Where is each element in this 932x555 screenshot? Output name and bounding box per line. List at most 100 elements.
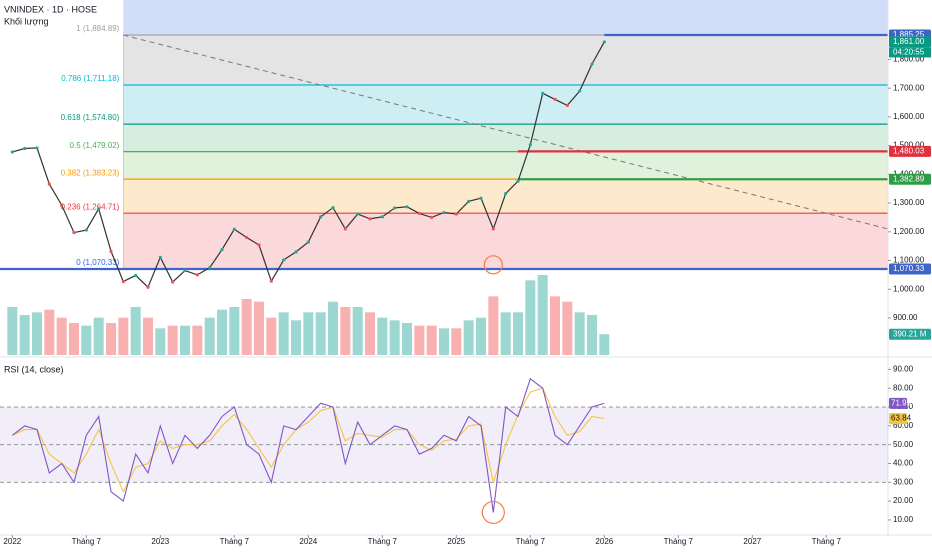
- volume-bar: [426, 325, 437, 355]
- volume-bar: [241, 299, 252, 355]
- volume-bar: [414, 325, 425, 355]
- volume-bar: [315, 312, 326, 355]
- price-point: [380, 215, 384, 219]
- rsi-y-tick-label: 60.00: [893, 421, 914, 430]
- price-point: [97, 207, 101, 211]
- volume-bar: [204, 317, 215, 355]
- countdown-bg: [889, 47, 931, 58]
- price-point: [23, 146, 27, 151]
- rsi-title: RSI (14, close): [4, 364, 64, 374]
- price-point: [269, 279, 273, 283]
- price-tag: [889, 173, 931, 185]
- fib-label: 0 (1,070.33): [76, 258, 119, 267]
- volume-bar: [278, 312, 289, 355]
- volume-bar: [488, 296, 499, 355]
- price-point: [467, 199, 471, 203]
- volume-bar: [81, 325, 92, 355]
- volume-bar: [106, 323, 116, 355]
- fib-label: 0.236 (1,264.71): [61, 202, 120, 211]
- volume-bar: [328, 301, 338, 355]
- fib-fill: [123, 124, 888, 152]
- volume-bar: [562, 301, 573, 355]
- volume-bar: [599, 334, 610, 355]
- volume-bar: [402, 323, 412, 355]
- price-point: [245, 235, 249, 240]
- volume-bar: [192, 325, 203, 355]
- fib-fill: [123, 179, 888, 214]
- price-point: [331, 206, 335, 210]
- x-tick-label: Tháng 7: [72, 537, 102, 546]
- volume-title: Khối lượng: [4, 16, 48, 26]
- price-point: [35, 146, 39, 150]
- fib-label: 0.382 (1,383.23): [61, 168, 120, 177]
- price-point: [134, 273, 138, 278]
- volume-bar: [56, 317, 67, 355]
- volume-bar: [143, 317, 153, 355]
- price-point: [84, 228, 88, 232]
- price-point: [60, 203, 64, 207]
- price-point: [121, 279, 125, 284]
- volume-bar: [180, 325, 190, 355]
- price-tag-label: 1,480.03: [893, 146, 925, 155]
- price-point: [553, 97, 557, 101]
- volume-bar: [155, 328, 166, 355]
- price-point: [491, 227, 495, 231]
- rsi-y-tick-label: 20.00: [893, 496, 914, 505]
- volume-bar: [365, 312, 375, 355]
- fib-fill: [123, 151, 888, 180]
- y-tick-label: 1,500.00: [893, 141, 925, 150]
- price-tag: [889, 145, 931, 157]
- y-tick-label: 1,000.00: [893, 284, 925, 293]
- price-point: [220, 247, 224, 252]
- price-point: [356, 212, 360, 216]
- x-tick-label: Tháng 7: [368, 537, 398, 546]
- y-tick-label: 900.00: [893, 313, 918, 322]
- rsi-line: [11, 377, 605, 513]
- price-point: [565, 103, 569, 108]
- price-point: [306, 240, 310, 244]
- volume-tag-label: 390.21 M: [893, 329, 927, 338]
- volume-bar: [513, 312, 523, 355]
- volume-bar: [303, 312, 314, 355]
- price-point: [393, 206, 397, 210]
- price-point: [282, 258, 286, 262]
- price-point: [602, 40, 606, 44]
- price-point: [47, 182, 51, 186]
- volume-bar: [500, 312, 511, 355]
- rsi-tag: [889, 397, 907, 409]
- price-tag: [889, 263, 931, 275]
- volume-bar: [463, 320, 474, 355]
- volume-bar: [550, 296, 560, 355]
- rsi-y-tick-label: 10.00: [893, 515, 914, 524]
- volume-bar: [19, 315, 30, 355]
- rsi-y-tick-label: 80.00: [893, 383, 914, 392]
- volume-bar: [7, 307, 18, 355]
- fib-fill: [123, 35, 888, 85]
- rsi-ma-line: [12, 387, 605, 493]
- volume-bar: [340, 307, 351, 355]
- fib-label: 1 (1,884.89): [76, 24, 119, 33]
- price-tag-label: 1,382.89: [893, 174, 925, 183]
- price-point: [208, 266, 212, 270]
- chart-title: VNINDEX · 1D · HOSE: [4, 4, 97, 14]
- volume-bar: [352, 307, 363, 355]
- volume-bar: [229, 307, 240, 355]
- volume-bar: [217, 309, 227, 355]
- volume-bar: [451, 328, 462, 355]
- price-point: [257, 243, 261, 247]
- x-tick-label: 2026: [595, 537, 613, 546]
- rsi-tag-label: 63.84: [891, 414, 912, 423]
- price-point: [417, 211, 421, 216]
- volume-bar: [130, 307, 141, 355]
- y-tick-label: 1,300.00: [893, 198, 925, 207]
- x-tick-label: Tháng 7: [664, 537, 694, 546]
- x-tick-label: 2027: [743, 537, 761, 546]
- x-tick-label: Tháng 7: [220, 537, 250, 546]
- price-point: [405, 205, 409, 209]
- rsi-y-tick-label: 50.00: [893, 440, 914, 449]
- x-tick-label: 2024: [299, 537, 317, 546]
- volume-bar: [389, 320, 400, 355]
- price-point: [10, 150, 14, 154]
- price-point: [158, 255, 162, 259]
- x-tick-label: Tháng 7: [812, 537, 842, 546]
